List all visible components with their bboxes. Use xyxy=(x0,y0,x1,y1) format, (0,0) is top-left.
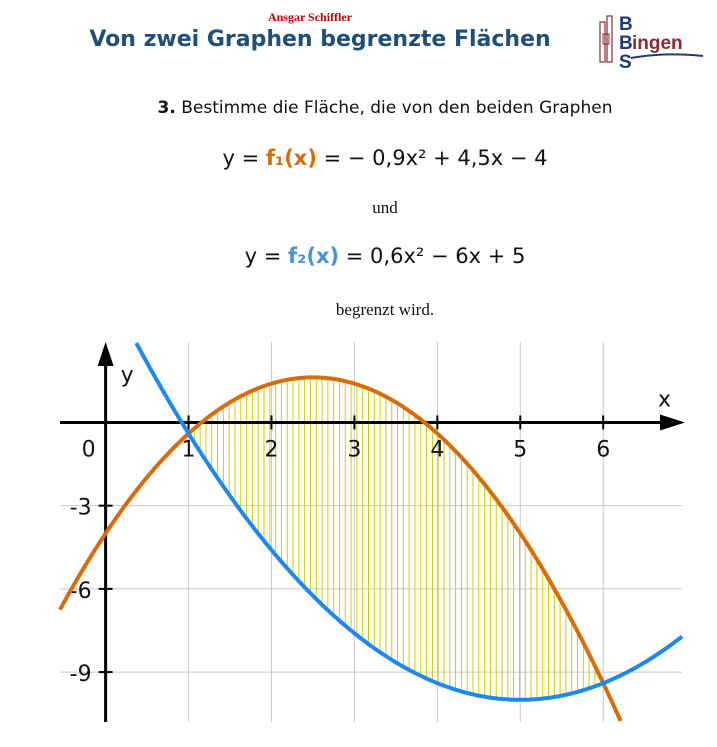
x-tick-label: 2 xyxy=(264,437,278,462)
x-axis-arrow-icon xyxy=(660,414,685,431)
svg-text:S: S xyxy=(619,52,632,70)
y-axis-label: y xyxy=(121,363,134,388)
svg-text:B: B xyxy=(619,33,633,54)
equation-f2: y = f₂(x) = 0,6x² − 6x + 5 xyxy=(244,244,526,268)
svg-text:ingen: ingen xyxy=(632,33,683,54)
and-text: und xyxy=(372,198,398,217)
x-tick-label: 6 xyxy=(596,437,610,462)
x-tick-label: 4 xyxy=(430,437,444,462)
y-tick-label: -9 xyxy=(70,662,92,687)
y-tick-label: -3 xyxy=(70,496,92,521)
page-title: Von zwei Graphen begrenzte Flächen xyxy=(89,27,551,52)
svg-text:B: B xyxy=(619,14,633,35)
equation-f1: y = f₁(x) = − 0,9x² + 4,5x − 4 xyxy=(222,146,548,170)
x-tick-label: 0 xyxy=(82,437,96,462)
author: Ansgar Schiffler xyxy=(267,10,353,24)
f2-curve xyxy=(134,342,684,702)
x-axis-label: x xyxy=(658,387,671,412)
bbs-bingen-logo: B B ingen S xyxy=(599,14,704,70)
task-text: 3. Bestimme die Fläche, die von den beid… xyxy=(157,98,613,118)
x-tick-label: 1 xyxy=(182,437,196,462)
x-tick-label: 5 xyxy=(513,437,527,462)
end-text: begrenzt wird. xyxy=(335,300,435,319)
f1-curve xyxy=(58,375,623,722)
y-axis-arrow-icon xyxy=(97,342,114,366)
x-tick-label: 3 xyxy=(347,437,361,462)
